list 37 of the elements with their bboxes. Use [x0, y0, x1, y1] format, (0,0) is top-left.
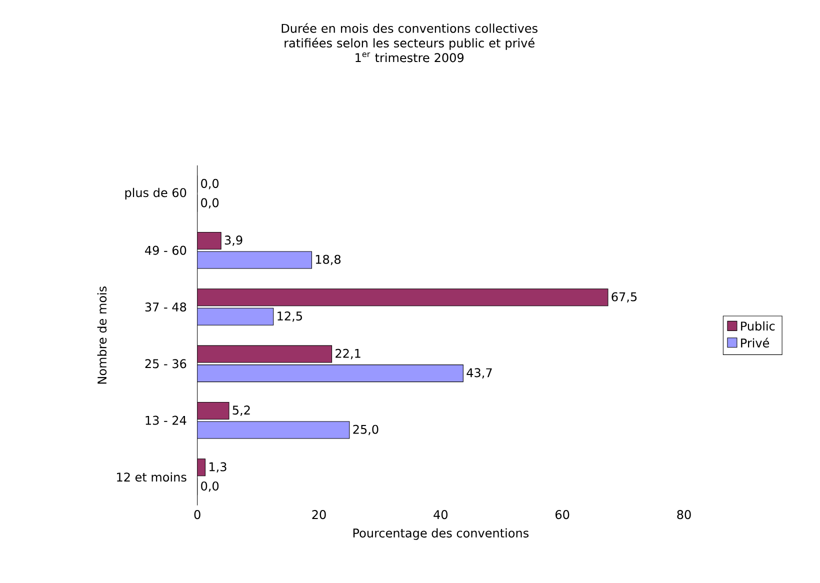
bar	[197, 458, 206, 476]
y-tick-label: 49 - 60	[145, 246, 186, 256]
data-label: 5,2	[232, 406, 250, 416]
y-tick-label: 25 - 36	[145, 359, 186, 368]
x-axis-title: Pourcentage des conventions	[353, 528, 529, 540]
bar	[197, 232, 222, 250]
legend-label: Public	[741, 321, 775, 331]
data-label: 67,5	[612, 292, 637, 303]
bar	[197, 288, 608, 306]
data-label: 18,8	[316, 254, 341, 266]
data-label: 22,1	[336, 349, 360, 360]
data-label: 3,9	[224, 236, 242, 246]
x-tick-label: 60	[556, 510, 570, 520]
data-label: 0,0	[201, 482, 219, 492]
bar	[197, 251, 312, 269]
data-label: 0,0	[201, 179, 219, 190]
x-tick-label: 40	[434, 510, 448, 520]
x-tick-label: 80	[677, 510, 691, 520]
y-tick-label: 12 et moins	[117, 472, 186, 482]
data-label: 0,0	[201, 198, 219, 209]
x-tick-label: 20	[312, 510, 326, 520]
bar	[197, 421, 350, 439]
data-label: 1,3	[209, 462, 226, 473]
legend-label: Privé	[741, 338, 770, 348]
bar	[197, 308, 274, 326]
y-tick-label: plus de 60	[125, 188, 186, 200]
x-tick-label: 0	[194, 510, 200, 520]
data-label: 25,0	[353, 424, 378, 436]
bar	[197, 364, 464, 382]
y-axis-title: Nombre de mois	[97, 286, 107, 384]
bar	[197, 402, 230, 420]
y-tick-label: 13 - 24	[146, 416, 186, 426]
y-tick-label: 37 - 48	[145, 302, 186, 312]
data-label: 43,7	[466, 368, 492, 379]
data-label: 12,5	[278, 312, 302, 322]
chart-subtitle: 1$^{er}$ trimestre 2009	[356, 52, 464, 62]
bar	[197, 345, 332, 363]
